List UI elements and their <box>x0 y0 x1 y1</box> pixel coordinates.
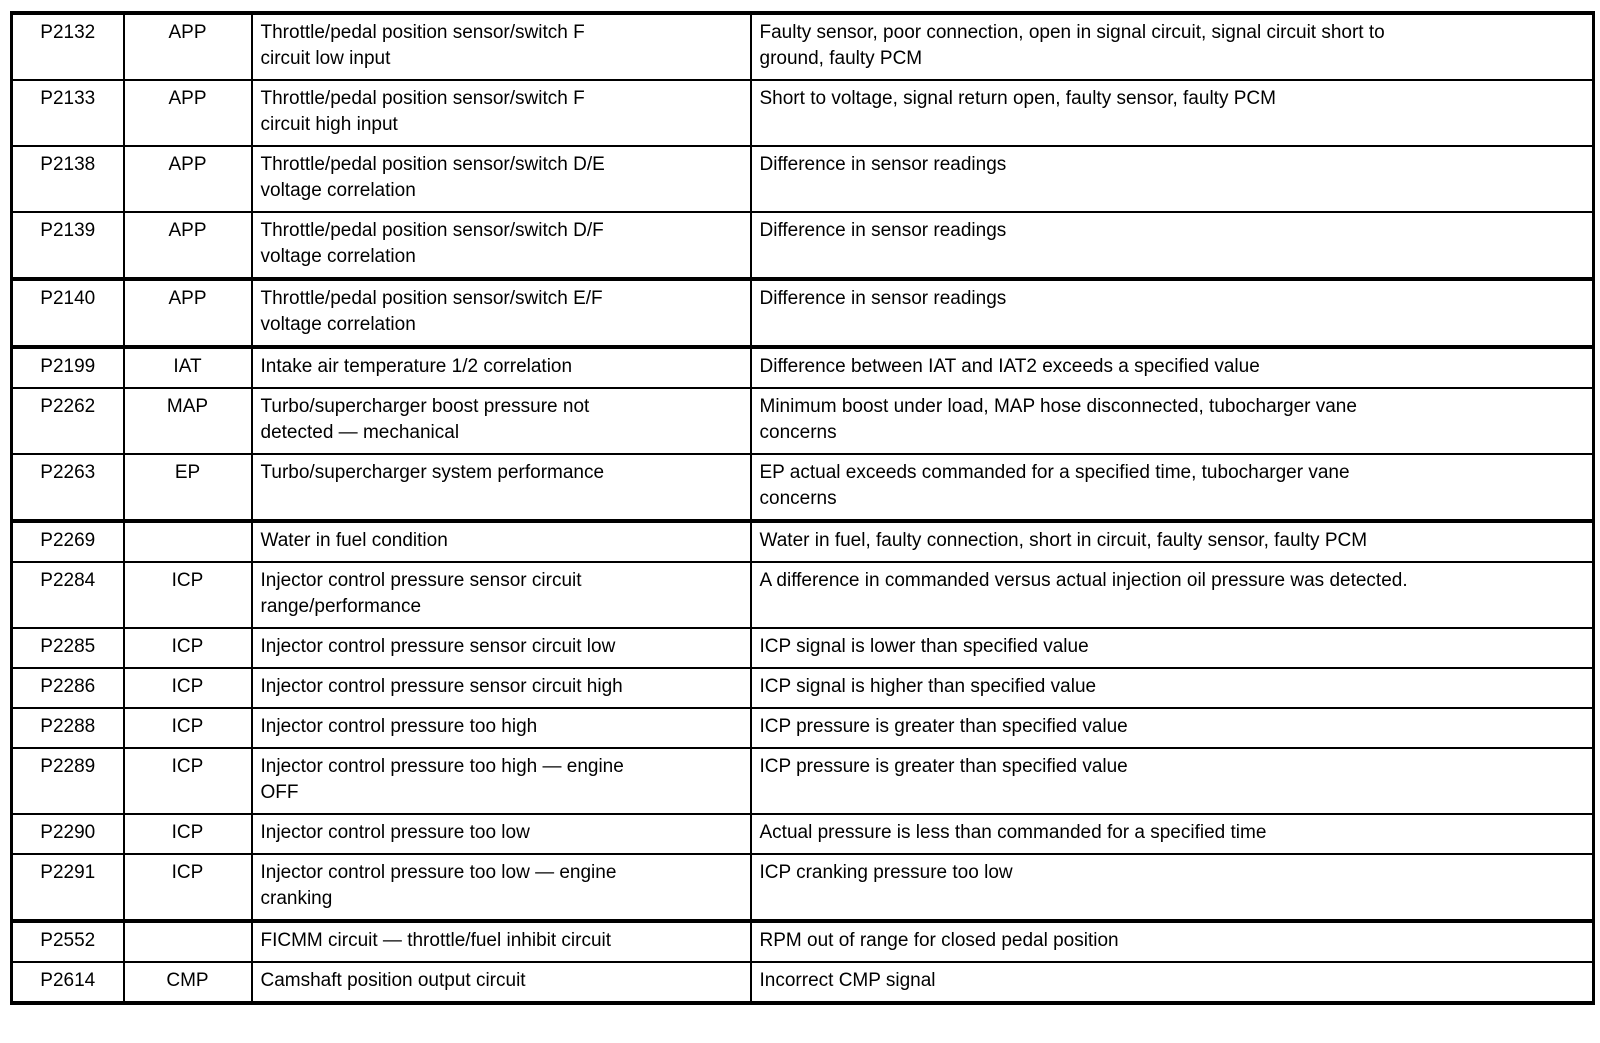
table-row: P2262 MAP Turbo/supercharger boost pressur… <box>10 387 1595 455</box>
dtc-system-cell: ICP <box>122 853 253 922</box>
table-row: P2552 FICMM circuit — throttle/fuel inhib… <box>10 919 1595 963</box>
dtc-causes-cell: EP actual exceeds commanded for a specif… <box>749 453 1595 522</box>
dtc-code-cell: P2290 <box>10 813 125 855</box>
dtc-description-cell: Camshaft position output circuit <box>250 961 752 1004</box>
dtc-description-cell: Injector control pressure too low <box>250 813 752 855</box>
table-row: P2284 ICP Injector control pressure sensor… <box>10 561 1595 629</box>
dtc-code-cell: P2199 <box>10 345 125 389</box>
dtc-code-cell: P2288 <box>10 707 125 749</box>
dtc-description-cell: Throttle/pedal position sensor/switch F … <box>250 12 752 81</box>
dtc-description-cell: Water in fuel condition <box>250 519 752 563</box>
dtc-system-cell: MAP <box>122 387 253 455</box>
table-row: P2133 APP Throttle/pedal position sensor/s… <box>10 79 1595 147</box>
dtc-causes-cell: ICP pressure is greater than specified v… <box>749 747 1595 815</box>
dtc-system-cell <box>122 919 253 963</box>
dtc-system-cell: ICP <box>122 707 253 749</box>
dtc-code-cell: P2132 <box>10 12 125 81</box>
dtc-system-cell: APP <box>122 12 253 81</box>
dtc-causes-cell: Difference between IAT and IAT2 exceeds … <box>749 345 1595 389</box>
dtc-causes-cell: Water in fuel, faulty connection, short … <box>749 519 1595 563</box>
dtc-causes-cell: ICP cranking pressure too low <box>749 853 1595 922</box>
table-row: P2269 Water in fuel condition Water in fue… <box>10 519 1595 563</box>
dtc-system-cell: ICP <box>122 813 253 855</box>
dtc-description-cell: Turbo/supercharger system performance <box>250 453 752 522</box>
dtc-system-cell: ICP <box>122 667 253 709</box>
dtc-code-cell: P2285 <box>10 627 125 669</box>
dtc-system-cell: APP <box>122 145 253 213</box>
dtc-causes-cell: A difference in commanded versus actual … <box>749 561 1595 629</box>
dtc-causes-cell: Faulty sensor, poor connection, open in … <box>749 12 1595 81</box>
dtc-system-cell: APP <box>122 277 253 348</box>
dtc-system-cell: APP <box>122 79 253 147</box>
table-row: P2263 EP Turbo/supercharger system perform… <box>10 453 1595 522</box>
dtc-system-cell: CMP <box>122 961 253 1004</box>
table-row: P2199 IAT Intake air temperature 1/2 corre… <box>10 345 1595 389</box>
table-row: P2285 ICP Injector control pressure sensor… <box>10 627 1595 669</box>
dtc-code-cell: P2284 <box>10 561 125 629</box>
table-row: P2286 ICP Injector control pressure sensor… <box>10 667 1595 709</box>
dtc-code-cell: P2263 <box>10 453 125 522</box>
dtc-system-cell: ICP <box>122 561 253 629</box>
dtc-code-cell: P2133 <box>10 79 125 147</box>
dtc-description-cell: FICMM circuit — throttle/fuel inhibit ci… <box>250 919 752 963</box>
table-row: P2291 ICP Injector control pressure too lo… <box>10 853 1595 922</box>
dtc-description-cell: Injector control pressure too high — eng… <box>250 747 752 815</box>
dtc-code-cell: P2138 <box>10 145 125 213</box>
table-row: P2290 ICP Injector control pressure too lo… <box>10 813 1595 855</box>
dtc-code-cell: P2614 <box>10 961 125 1004</box>
dtc-code-cell: P2289 <box>10 747 125 815</box>
table-row: P2288 ICP Injector control pressure too hi… <box>10 707 1595 749</box>
dtc-description-cell: Throttle/pedal position sensor/switch D/… <box>250 211 752 280</box>
dtc-table: P2132 APP Throttle/pedal position sensor/s… <box>10 11 1595 1005</box>
dtc-system-cell: ICP <box>122 747 253 815</box>
dtc-causes-cell: Difference in sensor readings <box>749 277 1595 348</box>
table-row: P2139 APP Throttle/pedal position sensor/s… <box>10 211 1595 280</box>
dtc-code-cell: P2262 <box>10 387 125 455</box>
dtc-causes-cell: ICP signal is higher than specified valu… <box>749 667 1595 709</box>
dtc-system-cell <box>122 519 253 563</box>
dtc-code-cell: P2286 <box>10 667 125 709</box>
dtc-description-cell: Injector control pressure sensor circuit… <box>250 561 752 629</box>
dtc-causes-cell: Difference in sensor readings <box>749 145 1595 213</box>
dtc-causes-cell: RPM out of range for closed pedal positi… <box>749 919 1595 963</box>
dtc-code-cell: P2291 <box>10 853 125 922</box>
dtc-causes-cell: Actual pressure is less than commanded f… <box>749 813 1595 855</box>
dtc-description-cell: Throttle/pedal position sensor/switch D/… <box>250 145 752 213</box>
dtc-causes-cell: Incorrect CMP signal <box>749 961 1595 1004</box>
table-row: P2614 CMP Camshaft position output circuit… <box>10 961 1595 1004</box>
dtc-causes-cell: Minimum boost under load, MAP hose disco… <box>749 387 1595 455</box>
dtc-description-cell: Throttle/pedal position sensor/switch E/… <box>250 277 752 348</box>
dtc-system-cell: ICP <box>122 627 253 669</box>
table-row: P2289 ICP Injector control pressure too hi… <box>10 747 1595 815</box>
dtc-code-cell: P2552 <box>10 919 125 963</box>
dtc-system-cell: APP <box>122 211 253 280</box>
dtc-code-cell: P2140 <box>10 277 125 348</box>
dtc-causes-cell: Short to voltage, signal return open, fa… <box>749 79 1595 147</box>
dtc-code-cell: P2139 <box>10 211 125 280</box>
dtc-description-cell: Intake air temperature 1/2 correlation <box>250 345 752 389</box>
dtc-description-cell: Injector control pressure too high <box>250 707 752 749</box>
dtc-causes-cell: ICP pressure is greater than specified v… <box>749 707 1595 749</box>
dtc-causes-cell: Difference in sensor readings <box>749 211 1595 280</box>
dtc-description-cell: Throttle/pedal position sensor/switch F … <box>250 79 752 147</box>
dtc-description-cell: Turbo/supercharger boost pressure not de… <box>250 387 752 455</box>
table-row: P2140 APP Throttle/pedal position sensor/s… <box>10 277 1595 348</box>
table-row: P2138 APP Throttle/pedal position sensor/s… <box>10 145 1595 213</box>
dtc-description-cell: Injector control pressure too low — engi… <box>250 853 752 922</box>
dtc-causes-cell: ICP signal is lower than specified value <box>749 627 1595 669</box>
dtc-description-cell: Injector control pressure sensor circuit… <box>250 667 752 709</box>
table-row: P2132 APP Throttle/pedal position sensor/s… <box>10 12 1595 81</box>
dtc-system-cell: EP <box>122 453 253 522</box>
dtc-table-body: P2132 APP Throttle/pedal position sensor/s… <box>10 12 1595 1004</box>
dtc-description-cell: Injector control pressure sensor circuit… <box>250 627 752 669</box>
dtc-code-cell: P2269 <box>10 519 125 563</box>
dtc-system-cell: IAT <box>122 345 253 389</box>
